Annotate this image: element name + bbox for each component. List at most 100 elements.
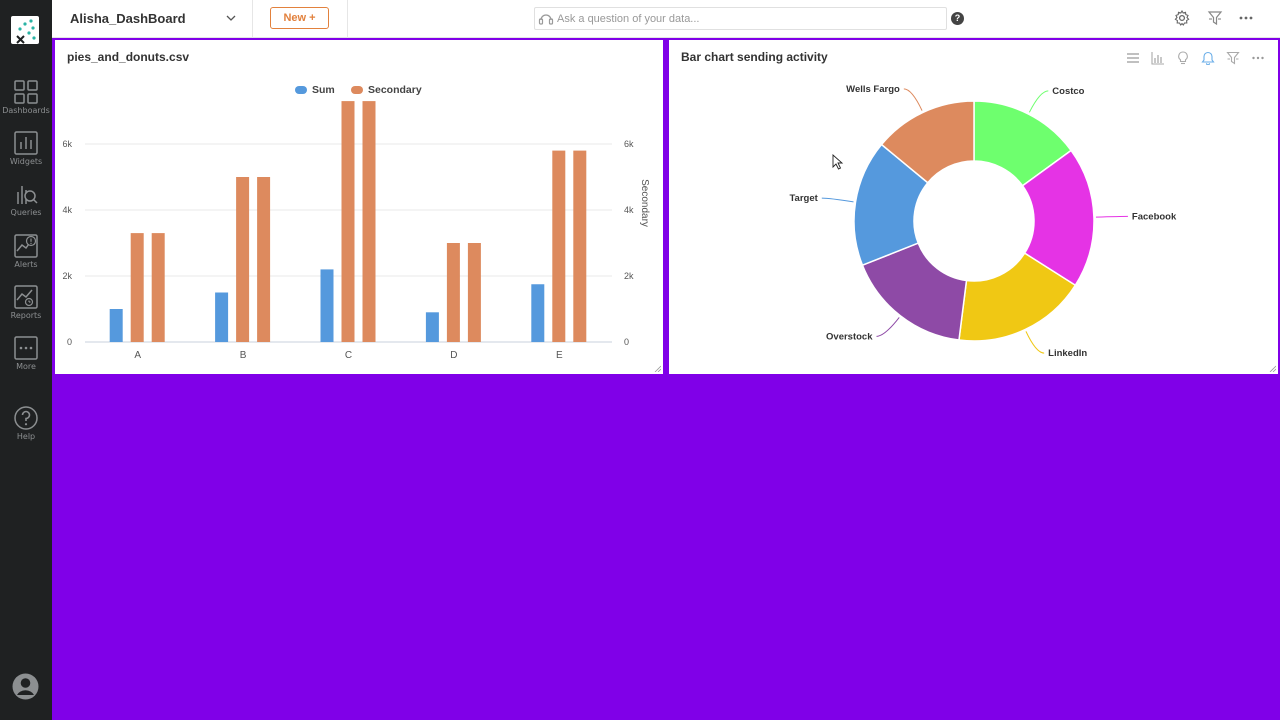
bar-sum-E[interactable] <box>531 284 545 342</box>
bar-chart-icon <box>1151 52 1164 65</box>
voice-assistant-icon <box>538 14 554 25</box>
more-horizontal-icon <box>1252 56 1264 60</box>
sidebar-item-more[interactable]: More <box>0 336 52 371</box>
leader-line <box>1095 215 1128 218</box>
y-tick-label: 0 <box>67 337 72 347</box>
sidebar-item-widgets[interactable]: Widgets <box>0 131 52 166</box>
ask-help-button[interactable]: ? <box>951 12 964 25</box>
gear-icon <box>1174 9 1190 26</box>
leader-line <box>876 317 900 337</box>
reports-icon <box>14 285 38 309</box>
bell-settings-icon <box>1201 51 1215 66</box>
app-logo[interactable] <box>11 16 39 44</box>
sidebar-item-label: Widgets <box>9 157 43 166</box>
bar-sum-D[interactable] <box>425 312 439 342</box>
widget-list-button[interactable] <box>1126 51 1140 70</box>
widget-chart-type-button[interactable] <box>1151 51 1165 70</box>
lightbulb-icon <box>1178 51 1188 65</box>
alerts-icon <box>14 234 38 258</box>
bar-sum-C[interactable] <box>320 269 334 342</box>
y2-tick-label: 2k <box>624 271 634 281</box>
widgets-icon <box>14 131 38 155</box>
sidebar-item-label: Dashboards <box>2 106 50 115</box>
filter-icon <box>1226 51 1240 65</box>
sidebar-item-reports[interactable]: Reports <box>0 285 52 320</box>
bar-secondary-E[interactable] <box>573 150 587 342</box>
x-tick-label: E <box>556 350 563 361</box>
slice-label: Overstock <box>826 331 873 342</box>
slice-label: LinkedIn <box>1048 348 1087 359</box>
donut-slice-wells-fargo[interactable] <box>880 100 975 184</box>
widget-panel-bar-chart: pies_and_donuts.csv 0 2k 4k 6k 0 2k 4k 6k Second… <box>55 40 663 374</box>
list-icon <box>1127 53 1139 63</box>
widget-filter-button[interactable] <box>1226 51 1240 70</box>
sidebar-item-alerts[interactable]: Alerts <box>0 234 52 269</box>
ask-question-box[interactable] <box>534 7 947 30</box>
sidebar-item-dashboards[interactable]: Dashboards <box>0 80 52 115</box>
user-avatar[interactable] <box>12 673 39 700</box>
bar-secondary-A[interactable] <box>130 233 144 342</box>
help-circle-icon <box>14 406 38 430</box>
leader-line <box>1025 331 1045 354</box>
dashboard-title: Alisha_DashBoard <box>70 11 186 26</box>
bar-sum-B[interactable] <box>215 292 229 343</box>
sidebar-item-label: More <box>16 362 36 371</box>
y2-axis-label: Secondary <box>639 179 650 227</box>
resize-handle-icon[interactable] <box>654 365 661 372</box>
donut-slice-overstock[interactable] <box>861 242 968 341</box>
x-tick-label: C <box>345 350 352 361</box>
sidebar-item-label: Help <box>16 432 36 441</box>
sidebar-item-label: Alerts <box>14 260 38 269</box>
sidebar-item-queries[interactable]: Queries <box>0 182 52 217</box>
slice-label: Target <box>789 193 818 204</box>
sidebar-item-help[interactable]: Help <box>0 406 52 441</box>
widget-toolbar <box>1124 51 1269 67</box>
widget-panel-donut-chart: Bar chart sending activity <box>669 40 1278 374</box>
legend-label[interactable]: Sum <box>312 84 335 96</box>
y-tick-label: 6k <box>62 139 72 149</box>
header-more-button[interactable] <box>1238 10 1254 31</box>
queries-icon <box>17 186 38 204</box>
x-tick-label: A <box>134 350 141 361</box>
user-icon <box>12 673 39 700</box>
ask-question-input[interactable] <box>557 10 937 27</box>
widget-more-button[interactable] <box>1251 51 1265 70</box>
widget-title: pies_and_donuts.csv <box>67 50 190 64</box>
settings-button[interactable] <box>1174 9 1190 31</box>
bar-secondary-D[interactable] <box>446 243 460 342</box>
header-divider <box>347 0 348 38</box>
y2-tick-label: 4k <box>624 205 634 215</box>
dashboard-dropdown[interactable] <box>224 11 238 25</box>
resize-handle-icon[interactable] <box>1269 365 1276 372</box>
top-header: Alisha_DashBoard New + ? <box>52 0 1280 38</box>
logo-icon <box>16 19 36 44</box>
y2-tick-label: 0 <box>624 337 629 347</box>
sidebar-item-label: Reports <box>10 311 42 320</box>
new-button[interactable]: New + <box>270 7 329 29</box>
bar-secondary-A[interactable] <box>151 233 165 342</box>
slice-label: Costco <box>1052 86 1084 97</box>
bar-secondary-B[interactable] <box>236 177 250 342</box>
y-tick-label: 2k <box>62 271 72 281</box>
more-horizontal-icon <box>1239 16 1253 20</box>
chevron-down-icon <box>226 15 236 21</box>
bar-secondary-C[interactable] <box>362 101 376 342</box>
slice-label: Facebook <box>1132 211 1177 222</box>
leader-line <box>821 197 854 203</box>
bar-sum-A[interactable] <box>109 309 123 342</box>
bar-secondary-D[interactable] <box>467 243 481 342</box>
filter-button[interactable] <box>1207 10 1223 31</box>
bar-secondary-B[interactable] <box>257 177 271 342</box>
y-tick-label: 4k <box>62 205 72 215</box>
leader-line <box>903 88 923 111</box>
bar-secondary-E[interactable] <box>552 150 566 342</box>
bar-secondary-C[interactable] <box>341 101 355 342</box>
legend-label[interactable]: Secondary <box>368 84 422 96</box>
bar-chart: 0 2k 4k 6k 0 2k 4k 6k Secondary Sum Secondary A B C D E <box>62 84 650 361</box>
widget-alert-button[interactable] <box>1201 51 1215 70</box>
donut-slice-target[interactable] <box>853 143 929 267</box>
legend-swatch <box>351 86 363 94</box>
widget-insights-button[interactable] <box>1176 51 1190 70</box>
more-icon <box>14 336 38 360</box>
header-divider <box>252 0 253 38</box>
